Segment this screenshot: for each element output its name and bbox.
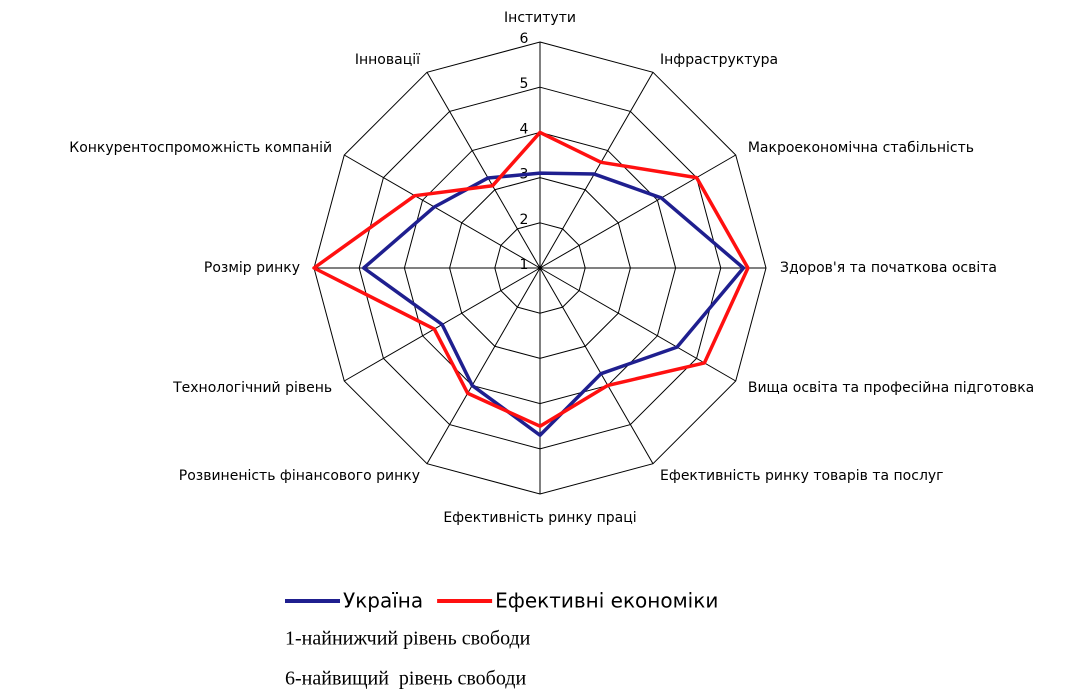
note: 6-найвищий рівень свободи [285, 668, 526, 690]
r-tick-label: 6 [520, 31, 529, 47]
category-label: Ефективність ринку товарів та послуг [660, 468, 944, 484]
category-label: Здоров'я та початкова освіта [780, 260, 997, 276]
axis-spoke [344, 154, 541, 269]
category-label: Інновації [355, 52, 420, 68]
category-label: Інфраструктура [660, 52, 778, 68]
category-label: Конкурентоспроможність компаній [69, 140, 332, 156]
r-tick-label: 5 [520, 76, 529, 92]
r-tick-label: 1 [520, 257, 529, 273]
category-label: Ефективність ринку праці [443, 510, 636, 526]
category-label: Технологічний рівень [172, 380, 332, 396]
legend-label: Ефективні економіки [495, 589, 718, 613]
category-label: Вища освіта та професійна підготовка [748, 380, 1034, 396]
category-label: Розвиненість фінансового ринку [179, 468, 420, 484]
axis-spoke [539, 72, 654, 269]
axis-spoke [426, 267, 541, 464]
series-line [361, 171, 746, 437]
series-line [312, 130, 750, 428]
axis-spoke [539, 267, 736, 382]
axis-spoke [539, 154, 736, 269]
axis-spoke [539, 267, 654, 464]
r-tick-label: 2 [520, 212, 529, 228]
category-label: Інститути [504, 10, 576, 26]
note: 1-найнижчий рівень свободи [285, 628, 531, 650]
category-label: Розмір ринку [204, 260, 300, 276]
axis-spoke [426, 72, 541, 269]
r-tick-label: 4 [520, 121, 529, 137]
category-label: Макроекономічна стабільність [748, 140, 974, 156]
legend-label: Україна [343, 589, 423, 613]
